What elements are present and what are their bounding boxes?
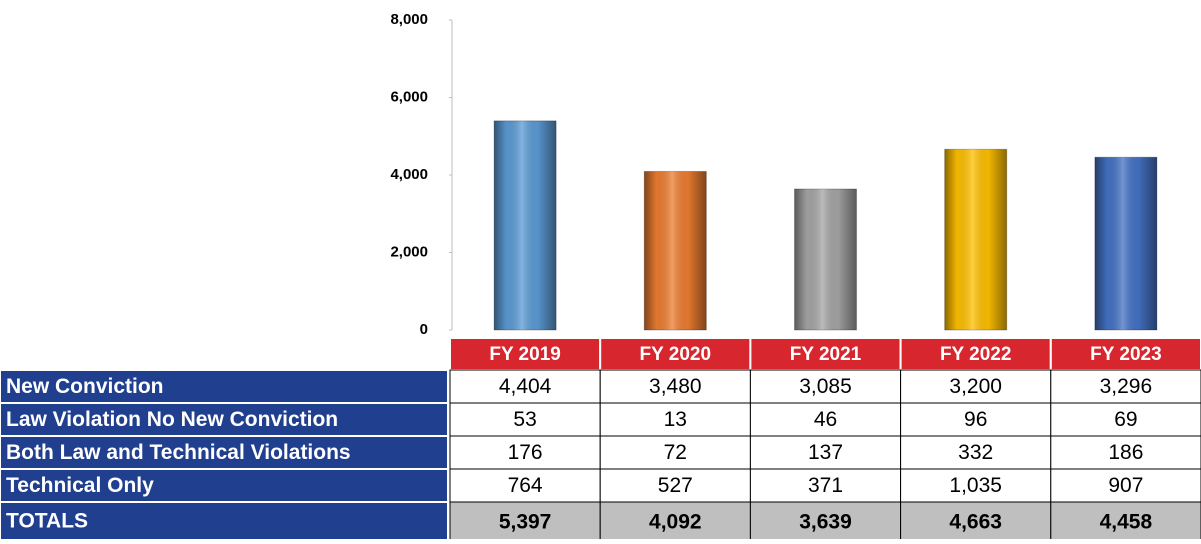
cell-value: 3,296 <box>1100 375 1153 398</box>
x-tick-label: FY 2023 <box>1090 344 1161 365</box>
cell-value: 46 <box>814 408 837 431</box>
bar-shade <box>944 149 1007 330</box>
row-label: Technical Only <box>6 474 154 497</box>
cell-value: 72 <box>664 441 687 464</box>
total-cell <box>599 501 751 543</box>
table-cell <box>599 369 751 404</box>
y-tick-label: 0 <box>420 321 428 338</box>
cell-value: 69 <box>1114 408 1137 431</box>
cell-value: 3,085 <box>799 375 852 398</box>
y-tick-label: 4,000 <box>390 166 428 183</box>
row-label-cell <box>0 369 449 404</box>
x-tick-label: FY 2022 <box>940 344 1011 365</box>
cell-value: 527 <box>658 474 693 497</box>
bar-shade <box>644 171 707 330</box>
header-cell <box>1049 337 1201 371</box>
x-tick-label: FY 2021 <box>790 344 862 365</box>
total-label: TOTALS <box>6 510 88 533</box>
total-value: 3,639 <box>799 511 852 534</box>
cell-value: 13 <box>664 408 687 431</box>
total-value: 5,397 <box>499 511 552 534</box>
bar-shade <box>1094 157 1157 330</box>
cell-value: 137 <box>808 441 843 464</box>
table-cell <box>449 435 601 470</box>
header-cell <box>449 337 602 371</box>
y-tick-label: 6,000 <box>390 88 428 105</box>
cell-value: 3,200 <box>949 375 1002 398</box>
table-cell <box>1050 402 1201 437</box>
cell-value: 907 <box>1108 474 1143 497</box>
x-tick-label: FY 2019 <box>489 344 560 365</box>
table-cell <box>599 435 751 470</box>
table-cell <box>449 402 601 437</box>
row-label: New Conviction <box>6 375 164 398</box>
table-cell <box>1050 369 1201 404</box>
cell-value: 176 <box>508 441 543 464</box>
row-label-cell <box>0 501 449 543</box>
cell-value: 53 <box>513 408 536 431</box>
y-tick-label: 2,000 <box>390 243 428 260</box>
total-cell <box>749 501 902 543</box>
cell-value: 3,480 <box>649 375 702 398</box>
header-cell <box>599 337 752 371</box>
cell-value: 332 <box>958 441 993 464</box>
cell-value: 1,035 <box>949 474 1002 497</box>
table-cell <box>1050 468 1201 503</box>
table-cell <box>599 402 751 437</box>
cell-value: 371 <box>808 474 843 497</box>
row-label: Both Law and Technical Violations <box>6 441 351 464</box>
table-cell <box>749 435 902 470</box>
table-cell <box>749 369 902 404</box>
cell-value: 96 <box>964 408 987 431</box>
total-value: 4,458 <box>1100 511 1153 534</box>
bar-shade <box>494 120 557 331</box>
cell-value: 764 <box>508 474 543 497</box>
row-label-cell <box>0 435 449 470</box>
cell-value: 186 <box>1108 441 1143 464</box>
bar-shade <box>794 188 857 330</box>
table-cell <box>449 369 601 404</box>
header-cell <box>749 337 902 371</box>
row-label: Law Violation No New Conviction <box>6 408 338 431</box>
y-tick-label: 8,000 <box>390 11 428 28</box>
table-cell <box>749 402 902 437</box>
total-value: 4,663 <box>949 511 1002 534</box>
row-label-cell <box>0 402 449 437</box>
table-cell <box>900 435 1052 470</box>
cell-value: 4,404 <box>499 375 552 398</box>
total-value: 4,092 <box>649 511 702 534</box>
table-cell <box>1050 435 1201 470</box>
x-tick-label: FY 2020 <box>640 344 711 365</box>
row-label-cell <box>0 468 449 503</box>
